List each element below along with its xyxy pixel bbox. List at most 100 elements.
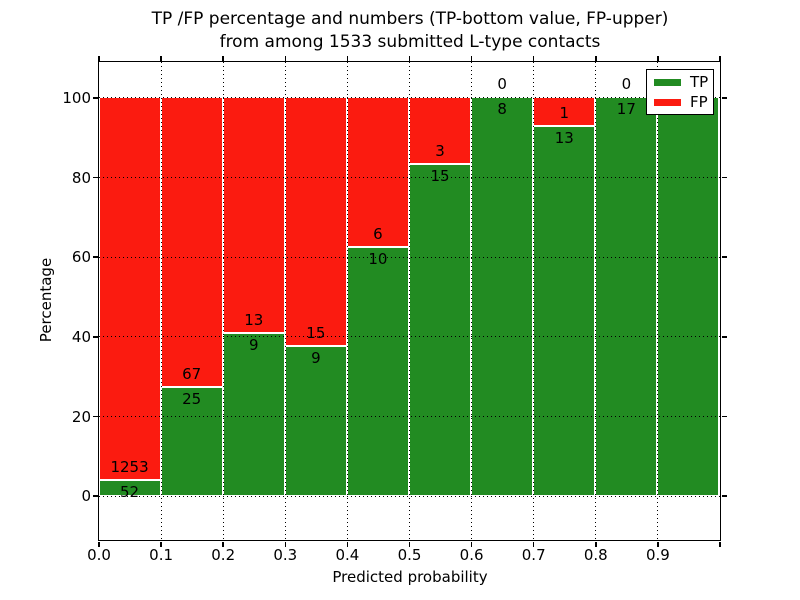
bar-label-tp: 25: [182, 390, 202, 409]
bar-label-tp: 10: [368, 249, 388, 268]
bar-segment-tp: [222, 332, 285, 496]
legend-label-fp: FP: [690, 92, 708, 111]
bar-label-tp: 9: [311, 349, 321, 368]
bar-segment-fp: [346, 97, 409, 247]
x-tick-label: 0.0: [87, 546, 111, 564]
chart-title-line1: TP /FP percentage and numbers (TP-bottom…: [151, 9, 669, 29]
bar-segment-tp: [533, 125, 596, 496]
y-tick-label: 100: [62, 88, 91, 107]
bar-segment-fp: [284, 97, 347, 347]
plot-area: 521253256791391510615380131170170: [97, 60, 721, 541]
x-gridline: [160, 61, 162, 540]
x-tick-label: 0.7: [521, 546, 546, 564]
y-tick: [721, 415, 727, 418]
x-tick: [284, 541, 287, 547]
x-tick: [719, 541, 721, 547]
chart-title-line2: from among 1533 submitted L-type contact…: [219, 32, 601, 52]
x-tick: [346, 55, 349, 61]
y-tick-label: 20: [71, 407, 91, 426]
bar-segment-tp: [160, 387, 223, 496]
legend-swatch-tp-icon: [654, 78, 681, 86]
y-tick-label: 40: [71, 327, 91, 346]
x-tick: [595, 55, 597, 61]
x-tick-label: 0.3: [273, 546, 298, 564]
bar-segment-fp: [160, 97, 223, 388]
x-tick: [657, 55, 659, 61]
x-tick: [532, 541, 535, 547]
x-tick: [470, 55, 473, 61]
x-tick: [719, 55, 721, 61]
x-tick: [408, 541, 411, 547]
y-tick: [92, 256, 98, 258]
y-tick: [721, 97, 727, 99]
legend-swatch-fp-icon: [654, 98, 681, 106]
x-tick: [595, 541, 597, 547]
y-tick: [92, 415, 98, 418]
y-tick: [721, 495, 727, 497]
x-tick: [160, 55, 162, 61]
bar-segment-tp: [346, 246, 409, 496]
x-tick-label: 0.5: [397, 546, 422, 564]
bar-segment-fp: [98, 97, 161, 480]
x-tick-label: 0.4: [335, 546, 360, 564]
bar-label-fp: 1: [559, 103, 570, 122]
y-tick: [92, 97, 98, 99]
bar-label-fp: 3: [435, 141, 445, 160]
bar-segment-tp: [409, 163, 472, 496]
bar-label-tp: 52: [120, 482, 140, 501]
bar-label-fp: 67: [182, 365, 202, 384]
x-tick-label: 0.8: [583, 546, 608, 564]
y-tick: [92, 176, 98, 179]
bar-label-tp: 13: [554, 128, 574, 147]
x-tick: [408, 55, 411, 61]
legend-label-tp: TP: [690, 72, 709, 91]
y-tick: [721, 256, 727, 258]
x-tick: [222, 541, 224, 547]
y-tick: [92, 495, 98, 497]
bar-label-fp: 0: [497, 75, 507, 94]
bar-segment-fp: [222, 97, 285, 333]
x-tick: [160, 541, 162, 547]
bar-label-tp: 9: [248, 335, 259, 354]
x-tick: [98, 541, 100, 547]
x-axis-label: Predicted probability: [332, 568, 488, 586]
bar-label-fp: 15: [306, 324, 326, 343]
x-tick-label: 0.1: [149, 546, 174, 564]
x-gridline: [533, 61, 535, 540]
bar-label-fp: 0: [621, 75, 632, 94]
bar-label-fp: 13: [244, 310, 264, 329]
bar-segment-tp: [595, 97, 658, 496]
bar-label-fp: 6: [373, 224, 383, 243]
bar-segment-fp: [409, 97, 472, 164]
bar-label-fp: 1253: [110, 457, 149, 476]
x-tick-label: 0.2: [211, 546, 236, 564]
bar-label-tp: 17: [616, 100, 636, 119]
bar-segment-tp: [98, 479, 161, 496]
legend-entry-tp: TP: [647, 72, 713, 91]
y-tick: [721, 336, 727, 338]
y-tick-label: 80: [71, 168, 91, 187]
x-tick: [98, 55, 100, 61]
x-gridline: [346, 61, 348, 540]
bar-segment-tp: [657, 97, 720, 496]
y-tick: [721, 176, 727, 179]
x-gridline: [284, 61, 286, 540]
y-tick-label: 0: [81, 487, 91, 506]
x-tick: [346, 541, 349, 547]
bar-segment-tp: [284, 346, 347, 496]
bar-label-tp: 8: [497, 100, 507, 119]
x-tick: [470, 541, 473, 547]
bar-label-tp: 15: [430, 166, 450, 185]
x-tick-label: 0.9: [645, 546, 670, 564]
x-tick: [222, 55, 224, 61]
x-tick: [532, 55, 535, 61]
chart-title: TP /FP percentage and numbers (TP-bottom…: [10, 8, 800, 54]
x-tick: [284, 55, 287, 61]
x-gridline: [222, 61, 224, 540]
x-gridline: [657, 61, 659, 540]
y-tick-label: 60: [71, 248, 91, 267]
x-tick-label: 0.6: [459, 546, 484, 564]
x-gridline: [409, 61, 410, 540]
x-tick: [657, 541, 659, 547]
